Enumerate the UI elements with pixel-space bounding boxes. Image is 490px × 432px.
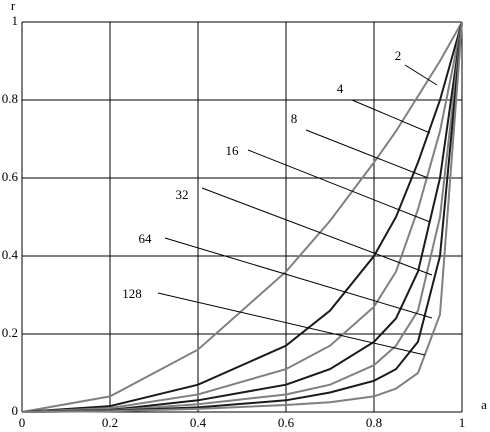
y-axis-label: r [11, 0, 16, 13]
x-axis-label: a [481, 397, 487, 412]
y-tick-label: 1 [12, 13, 19, 28]
series-label: 8 [291, 111, 298, 126]
series-line [21, 21, 463, 413]
leader-line [404, 64, 438, 86]
leader-line [305, 129, 429, 179]
series-line [21, 21, 463, 413]
leader-line [201, 187, 433, 276]
series-label: 128 [122, 286, 142, 301]
y-tick-label: 0.6 [2, 169, 19, 184]
y-tick-label: 0.2 [2, 325, 18, 340]
x-tick-label: 0.2 [102, 415, 118, 430]
leader-line [157, 292, 426, 356]
series-line [21, 21, 463, 413]
series-label: 64 [139, 231, 153, 246]
series-label: 16 [226, 143, 240, 158]
leader-line [164, 237, 433, 319]
y-tick-label: 0 [12, 403, 19, 418]
leader-line [351, 99, 431, 134]
leader-line [247, 149, 431, 223]
x-tick-label: 0.8 [366, 415, 382, 430]
x-tick-label: 0.6 [278, 415, 295, 430]
x-tick-label: 0 [19, 415, 26, 430]
series-label: 4 [337, 81, 344, 96]
x-tick-label: 1 [459, 415, 466, 430]
series-label: 2 [395, 48, 402, 63]
series-line [21, 21, 463, 413]
x-tick-label: 0.4 [190, 415, 207, 430]
y-tick-label: 0.4 [2, 247, 19, 262]
series-line [21, 21, 463, 413]
series-label: 32 [176, 187, 189, 202]
y-tick-label: 0.8 [2, 91, 18, 106]
